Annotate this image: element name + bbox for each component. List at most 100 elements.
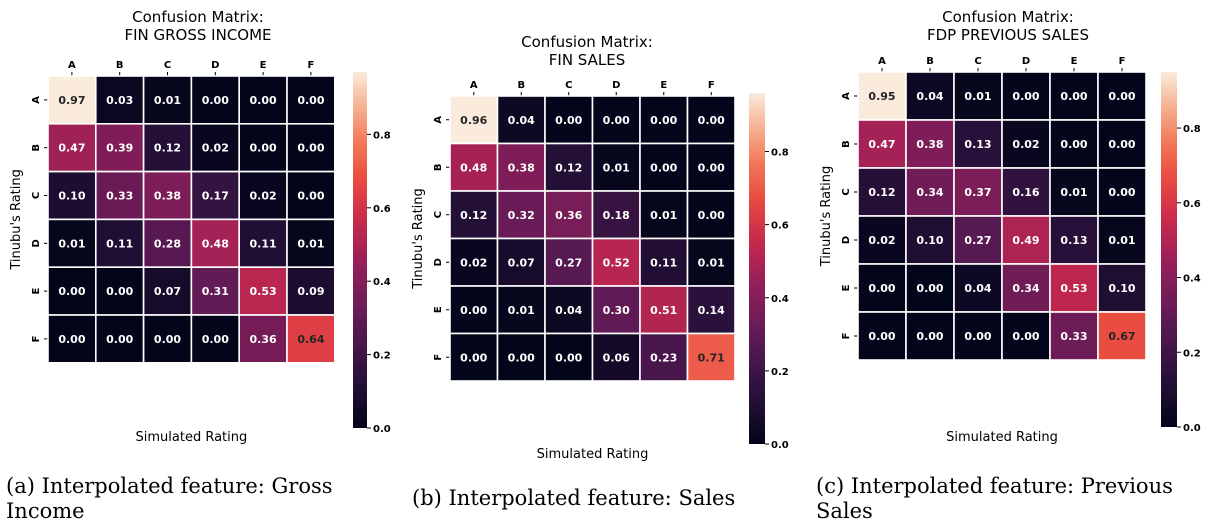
- colorbar-tick-label: 0.0: [1183, 423, 1201, 434]
- cell-value-label: 0.06: [603, 351, 630, 364]
- heatmap-cell: [47, 123, 97, 173]
- heatmap-cell: [544, 142, 594, 192]
- cell-value-label: 0.00: [297, 94, 324, 107]
- cell-value-label: 0.00: [1108, 90, 1135, 103]
- cell-value-label: 0.00: [106, 285, 133, 298]
- cell-value-label: 0.64: [297, 333, 324, 346]
- cell-value-label: 0.00: [58, 285, 85, 298]
- cell-value-label: 0.00: [1012, 330, 1039, 343]
- heatmap-cell: [190, 170, 240, 221]
- cell-value-label: 0.00: [1108, 138, 1135, 151]
- cell-value-label: 0.00: [297, 142, 324, 155]
- cell-value-label: 0.33: [1060, 330, 1087, 343]
- heatmap-cell: [686, 95, 736, 145]
- colorbar-tick-label: 0.8: [1183, 124, 1201, 135]
- cell-value-label: 0.00: [154, 333, 181, 346]
- cell-value-label: 0.34: [1012, 282, 1039, 295]
- colorbar-tick-label: 0.8: [771, 148, 789, 159]
- cell-value-label: 0.48: [202, 237, 229, 250]
- cell-value-label: 0.18: [603, 209, 630, 222]
- heatmap-cell: [496, 285, 546, 335]
- heatmap-cell: [686, 332, 736, 382]
- cell-value-label: 0.00: [58, 333, 85, 346]
- chart-subtitle: FDP PREVIOUS SALES: [927, 26, 1089, 44]
- cell-value-label: 0.01: [508, 304, 535, 317]
- cell-value-label: 0.00: [250, 94, 277, 107]
- cell-value-label: 0.04: [555, 304, 582, 317]
- cell-value-label: 0.00: [603, 114, 630, 127]
- colorbar-tick-label: 0.6: [373, 204, 391, 215]
- y-tick-label: B: [433, 163, 444, 171]
- heatmap-cell: [591, 332, 641, 382]
- colorbar-tick-label: 0.6: [771, 221, 789, 232]
- heatmap-cell: [238, 170, 288, 221]
- y-tick-label: F: [31, 335, 42, 342]
- y-tick-label: E: [433, 306, 444, 313]
- y-axis-label: Tinubu's Rating: [411, 188, 426, 290]
- cell-value-label: 0.00: [1108, 186, 1135, 199]
- cell-value-label: 0.00: [650, 161, 677, 174]
- x-tick-label: F: [708, 80, 715, 91]
- heatmap-cell: [142, 123, 193, 173]
- caption-a: (a) Interpolated feature: Gross Income: [6, 474, 333, 523]
- heatmap-cell: [47, 75, 97, 125]
- cell-value-label: 0.02: [868, 234, 895, 247]
- y-tick-label: B: [31, 144, 42, 152]
- cell-value-label: 0.17: [202, 190, 229, 203]
- heatmap-cell: [857, 167, 907, 217]
- x-tick-label: C: [974, 56, 981, 67]
- heatmap-cell: [857, 119, 907, 169]
- heatmap-cell: [544, 237, 594, 287]
- cell-value-label: 0.00: [297, 190, 324, 203]
- heatmap-cell: [95, 266, 145, 316]
- heatmap-cell: [449, 332, 499, 382]
- chart-subtitle: FIN GROSS INCOME: [124, 26, 271, 44]
- x-tick-label: E: [1071, 56, 1078, 67]
- colorbar-tick-label: 0.4: [373, 277, 391, 288]
- heatmap-cell: [238, 314, 288, 364]
- cell-value-label: 0.00: [698, 114, 725, 127]
- heatmap-panel-c: Confusion Matrix:FDP PREVIOUS SALES A B C D E…: [819, 8, 1201, 445]
- heatmap-cell: [1001, 311, 1051, 361]
- colorbar: [1161, 72, 1177, 427]
- colorbar-tick-label: 0.0: [373, 424, 391, 435]
- chart-subtitle: FIN SALES: [549, 51, 625, 69]
- x-tick-label: D: [211, 60, 219, 71]
- cell-value-label: 0.71: [698, 351, 725, 364]
- heatmap-cell: [857, 71, 907, 121]
- caption-c: (c) Interpolated feature: Previous Sales: [816, 474, 1173, 523]
- heatmap-cell: [286, 314, 336, 364]
- cell-value-label: 0.51: [650, 304, 677, 317]
- cell-value-label: 0.01: [154, 94, 181, 107]
- cell-value-label: 0.16: [1012, 186, 1039, 199]
- cell-value-label: 0.32: [508, 209, 535, 222]
- cell-value-label: 0.03: [106, 94, 133, 107]
- x-tick-label: B: [926, 56, 934, 67]
- heatmap-cell: [953, 167, 1003, 217]
- cell-value-label: 0.04: [964, 282, 991, 295]
- cell-value-label: 0.38: [154, 190, 181, 203]
- cell-value-label: 0.02: [1012, 138, 1039, 151]
- y-tick-label: A: [841, 92, 852, 100]
- heatmap-cell: [496, 190, 546, 240]
- cell-value-label: 0.00: [698, 161, 725, 174]
- colorbar: [749, 93, 765, 444]
- cell-value-label: 0.13: [964, 138, 991, 151]
- cell-value-label: 0.00: [698, 209, 725, 222]
- colorbar: [353, 72, 367, 428]
- cell-value-label: 0.12: [868, 186, 895, 199]
- heatmap-cell: [190, 123, 240, 173]
- cell-value-label: 0.00: [508, 351, 535, 364]
- x-tick-label: C: [164, 60, 171, 71]
- cell-value-label: 0.01: [1108, 234, 1135, 247]
- cell-value-label: 0.36: [555, 209, 582, 222]
- cell-value-label: 0.00: [916, 330, 943, 343]
- cell-value-label: 0.12: [460, 209, 487, 222]
- cell-value-label: 0.13: [1060, 234, 1087, 247]
- heatmap-cell: [953, 71, 1003, 121]
- cell-value-label: 0.00: [868, 282, 895, 295]
- heatmap-cell: [47, 314, 97, 364]
- heatmap-cell: [591, 237, 641, 287]
- cell-value-label: 0.28: [154, 237, 181, 250]
